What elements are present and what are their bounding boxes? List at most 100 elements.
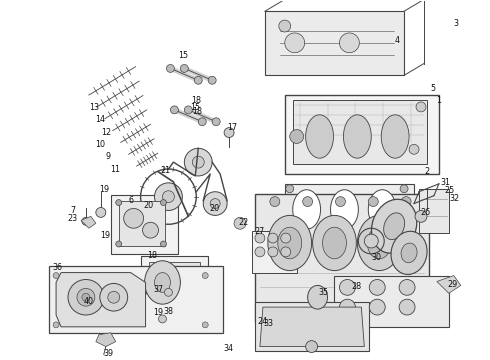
Text: 9: 9 [105,152,110,161]
Circle shape [116,241,122,247]
Circle shape [163,191,174,203]
Circle shape [198,118,206,126]
Circle shape [82,217,90,225]
Circle shape [184,148,212,176]
Text: 38: 38 [164,307,173,316]
Ellipse shape [401,243,417,263]
Ellipse shape [154,273,171,292]
Circle shape [100,283,128,311]
Text: 14: 14 [95,115,105,124]
Ellipse shape [306,115,334,158]
Circle shape [161,241,167,247]
Circle shape [279,20,291,32]
Text: 27: 27 [255,227,265,236]
Circle shape [171,106,178,114]
Circle shape [180,64,188,72]
Circle shape [268,247,278,257]
Text: 11: 11 [110,165,120,174]
Text: 39: 39 [104,349,114,358]
Circle shape [340,33,359,53]
Ellipse shape [313,215,356,271]
Text: 6: 6 [128,196,133,205]
Bar [285,95,439,174]
Circle shape [336,197,345,207]
Bar [49,266,223,333]
Text: 2: 2 [424,167,430,176]
Bar [419,189,449,233]
Circle shape [285,33,305,53]
Circle shape [409,144,419,154]
Text: 15: 15 [178,51,189,60]
Polygon shape [119,201,166,246]
Circle shape [212,118,220,126]
Ellipse shape [268,215,312,271]
Text: 32: 32 [450,194,460,203]
Circle shape [158,315,167,323]
Circle shape [306,341,318,352]
Text: 34: 34 [223,344,233,353]
Circle shape [281,247,291,257]
Text: 7: 7 [71,206,75,215]
Circle shape [53,322,59,328]
Ellipse shape [391,231,427,274]
Text: 19: 19 [100,231,110,240]
Circle shape [416,102,426,112]
Text: 23: 23 [67,214,77,223]
Text: 35: 35 [318,288,329,297]
Circle shape [286,221,294,229]
Circle shape [268,233,278,243]
Text: 4: 4 [394,36,400,45]
Circle shape [203,192,227,215]
Text: 19: 19 [153,307,164,316]
Circle shape [369,279,385,295]
Circle shape [368,197,378,207]
Text: 10: 10 [95,140,105,149]
Circle shape [340,299,355,315]
Circle shape [281,233,291,243]
Bar [141,256,208,320]
Circle shape [270,197,280,207]
Text: 15: 15 [190,103,200,112]
Bar [335,275,449,327]
Circle shape [401,197,411,207]
Circle shape [224,128,234,138]
Circle shape [365,234,378,248]
Circle shape [303,197,313,207]
Ellipse shape [293,190,320,229]
Circle shape [202,322,208,328]
Circle shape [77,288,95,306]
Circle shape [165,288,172,296]
Bar [255,194,429,322]
Ellipse shape [368,190,396,229]
Bar [148,262,200,313]
Ellipse shape [322,227,346,259]
Circle shape [161,199,167,206]
Circle shape [195,76,202,84]
Text: 31: 31 [441,178,451,187]
Text: 30: 30 [371,253,381,262]
Circle shape [290,130,304,143]
Text: 21: 21 [160,166,171,175]
Circle shape [192,156,204,168]
Ellipse shape [145,261,180,304]
Bar [285,184,414,235]
Text: 19: 19 [99,185,109,194]
Circle shape [202,273,208,279]
Text: 5: 5 [430,84,436,93]
Circle shape [116,199,122,206]
Text: 40: 40 [84,297,94,306]
Circle shape [154,183,182,211]
Text: 18: 18 [191,95,201,104]
Text: 29: 29 [448,280,458,289]
Circle shape [108,291,120,303]
Ellipse shape [371,199,417,253]
Text: 13: 13 [89,103,99,112]
Bar [252,231,297,273]
Ellipse shape [381,115,409,158]
Polygon shape [260,307,365,347]
Circle shape [369,299,385,315]
Circle shape [167,64,174,72]
Text: 20: 20 [209,204,219,213]
Circle shape [286,185,294,193]
Text: 20: 20 [144,201,153,210]
